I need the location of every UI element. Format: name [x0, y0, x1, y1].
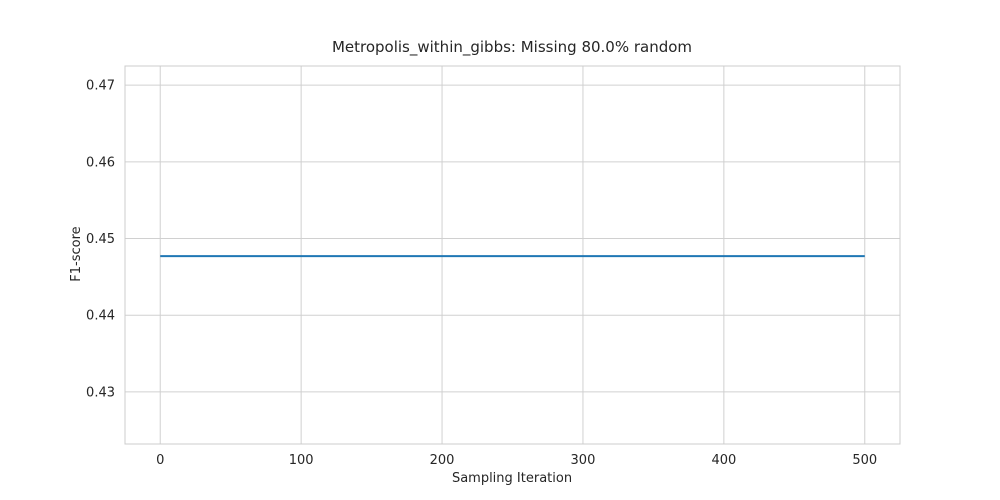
x-tick-label: 200 — [430, 453, 455, 468]
y-axis-ticks: 0.43 0.44 0.45 0.46 0.47 — [86, 79, 115, 401]
y-tick-label: 0.46 — [86, 155, 115, 170]
x-axis-ticks: 0 100 200 300 400 500 — [156, 453, 877, 468]
grid — [125, 66, 900, 444]
chart-title: Metropolis_within_gibbs: Missing 80.0% r… — [332, 38, 692, 57]
x-axis-title: Sampling Iteration — [452, 471, 572, 486]
y-tick-label: 0.43 — [86, 385, 115, 400]
y-tick-label: 0.45 — [86, 232, 115, 247]
y-tick-label: 0.44 — [86, 309, 115, 324]
y-axis-title: F1-score — [69, 226, 84, 281]
plot-frame — [124, 65, 901, 445]
x-tick-label: 0 — [156, 453, 164, 468]
x-tick-label: 400 — [711, 453, 736, 468]
x-tick-label: 300 — [571, 453, 596, 468]
y-tick-label: 0.47 — [86, 79, 115, 94]
x-tick-label: 500 — [852, 453, 877, 468]
x-tick-label: 100 — [289, 453, 314, 468]
